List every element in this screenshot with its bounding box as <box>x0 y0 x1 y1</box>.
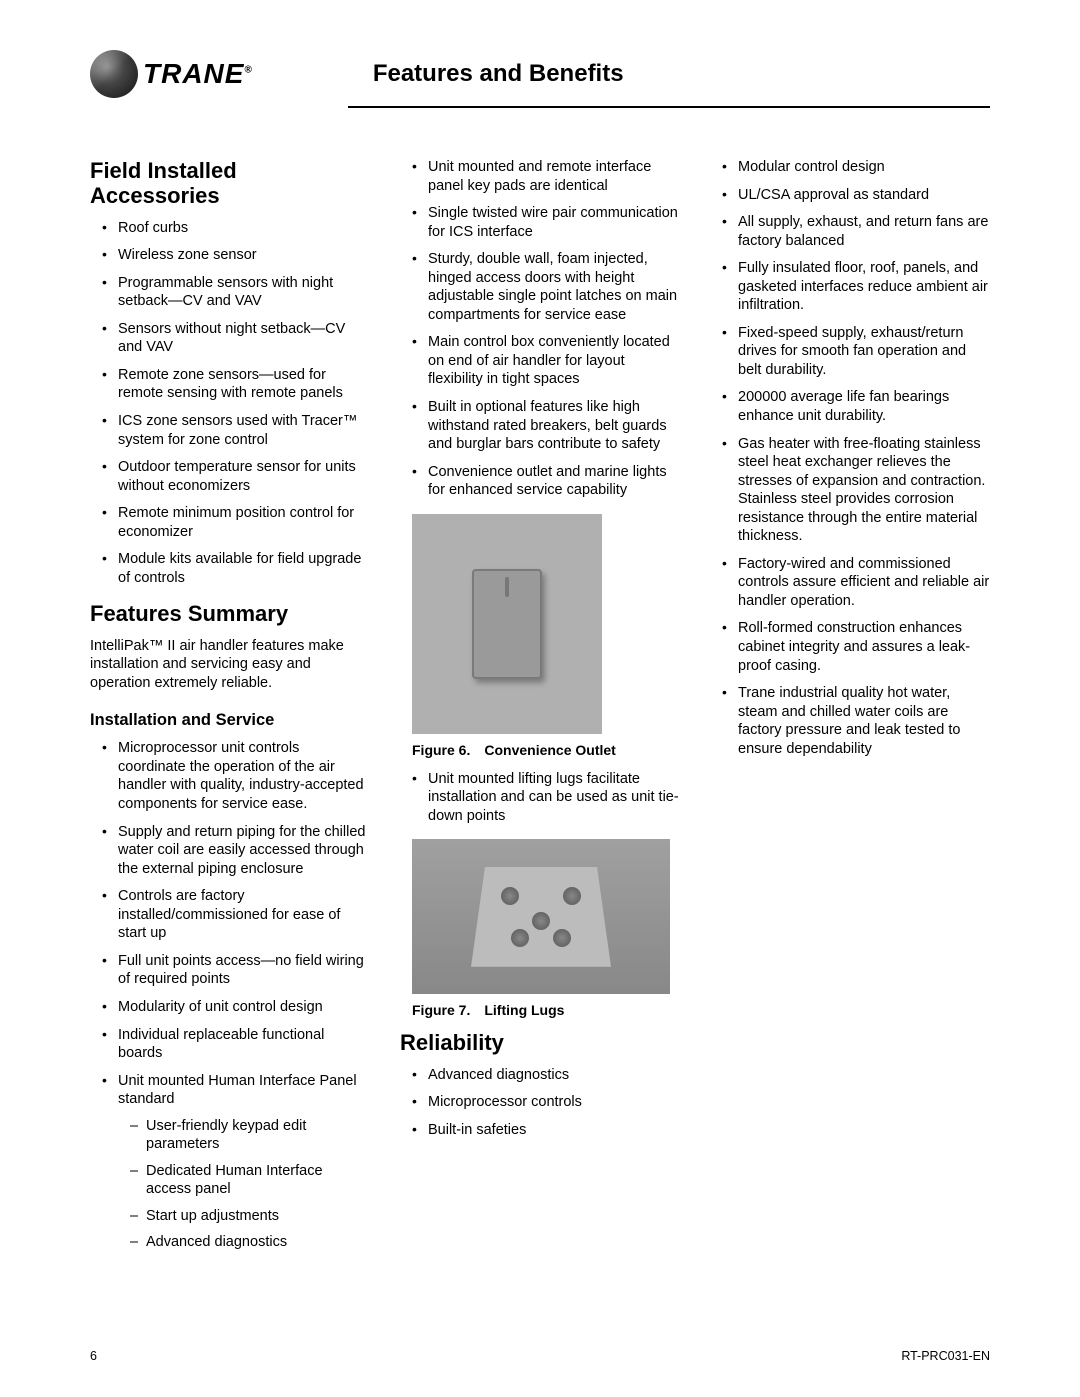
list-item: Microprocessor unit controls coordinate … <box>90 739 370 813</box>
list-item: Built in optional features like high wit… <box>400 398 680 454</box>
list-item: Trane industrial quality hot water, stea… <box>710 684 990 758</box>
list-item: Fixed-speed supply, exhaust/return drive… <box>710 324 990 380</box>
list-item: Gas heater with free-floating stainless … <box>710 435 990 546</box>
list-item: Built-in safeties <box>400 1121 680 1140</box>
heading-field-installed: Field Installed Accessories <box>90 158 370 209</box>
figure-number: Figure 6. <box>412 742 470 758</box>
list-item: ICS zone sensors used with Tracer™ syste… <box>90 412 370 449</box>
sub-list-item: Advanced diagnostics <box>118 1233 370 1252</box>
list-item: Unit mounted and remote interface panel … <box>400 158 680 195</box>
heading-installation-service: Installation and Service <box>90 710 370 731</box>
column-3: Modular control design UL/CSA approval a… <box>710 158 990 1266</box>
col3-list: Modular control design UL/CSA approval a… <box>710 158 990 758</box>
list-item: Supply and return piping for the chilled… <box>90 823 370 879</box>
list-item: Sturdy, double wall, foam injected, hing… <box>400 250 680 324</box>
list-item: Modular control design <box>710 158 990 177</box>
accessories-list: Roof curbs Wireless zone sensor Programm… <box>90 219 370 588</box>
list-item: Outdoor temperature sensor for units wit… <box>90 458 370 495</box>
sub-list-item: Start up adjustments <box>118 1207 370 1226</box>
col2-top-list: Unit mounted and remote interface panel … <box>400 158 680 500</box>
figure-label: Convenience Outlet <box>484 742 615 758</box>
heading-reliability: Reliability <box>400 1030 680 1055</box>
list-item: Remote minimum position control for econ… <box>90 504 370 541</box>
list-item: Single twisted wire pair communication f… <box>400 204 680 241</box>
features-intro: IntelliPak™ II air handler features make… <box>90 637 370 693</box>
document-id: RT-PRC031-EN <box>901 1349 990 1363</box>
figure-7-image <box>412 839 670 994</box>
list-item: Unit mounted lifting lugs facilitate ins… <box>400 770 680 826</box>
heading-features-summary: Features Summary <box>90 601 370 626</box>
list-item: 200000 average life fan bearings enhance… <box>710 388 990 425</box>
list-item: Roof curbs <box>90 219 370 238</box>
list-item: All supply, exhaust, and return fans are… <box>710 213 990 250</box>
list-item: Unit mounted Human Interface Panel stand… <box>90 1072 370 1252</box>
column-2: Unit mounted and remote interface panel … <box>400 158 680 1266</box>
logo-globe-icon <box>90 50 138 98</box>
list-item: Advanced diagnostics <box>400 1066 680 1085</box>
list-item: Factory-wired and commissioned controls … <box>710 555 990 611</box>
sub-list-item: Dedicated Human Interface access panel <box>118 1162 370 1199</box>
lifting-lug-icon <box>471 867 611 967</box>
list-item: Main control box conveniently located on… <box>400 333 680 389</box>
install-list: Microprocessor unit controls coordinate … <box>90 739 370 1252</box>
sub-list-item: User-friendly keypad edit parameters <box>118 1117 370 1154</box>
brand-name: TRANE® <box>143 58 253 90</box>
list-item: Modularity of unit control design <box>90 998 370 1017</box>
list-item: Remote zone sensors—used for remote sens… <box>90 366 370 403</box>
list-item: Microprocessor controls <box>400 1093 680 1112</box>
list-item: Controls are factory installed/commissio… <box>90 887 370 943</box>
list-item-text: Unit mounted Human Interface Panel stand… <box>118 1073 357 1108</box>
list-item: Individual replaceable functional boards <box>90 1026 370 1063</box>
figure-6-image <box>412 514 602 734</box>
list-item: Sensors without night setback—CV and VAV <box>90 320 370 357</box>
list-item: Full unit points access—no field wiring … <box>90 952 370 989</box>
list-item: UL/CSA approval as standard <box>710 186 990 205</box>
header-rule <box>348 106 990 108</box>
column-1: Field Installed Accessories Roof curbs W… <box>90 158 370 1266</box>
list-item: Wireless zone sensor <box>90 246 370 265</box>
content-columns: Field Installed Accessories Roof curbs W… <box>90 158 990 1266</box>
figure-label: Lifting Lugs <box>484 1002 564 1018</box>
list-item: Roll-formed construction enhances cabine… <box>710 619 990 675</box>
page-title: Features and Benefits <box>373 60 624 88</box>
figure-6-caption: Figure 6. Convenience Outlet <box>412 742 680 760</box>
brand-logo: TRANE® <box>90 50 253 98</box>
sub-list: User-friendly keypad edit parameters Ded… <box>118 1117 370 1252</box>
col2-mid-list: Unit mounted lifting lugs facilitate ins… <box>400 770 680 826</box>
list-item: Programmable sensors with night setback—… <box>90 274 370 311</box>
page-footer: 6 RT-PRC031-EN <box>90 1349 990 1363</box>
list-item: Module kits available for field upgrade … <box>90 550 370 587</box>
list-item: Fully insulated floor, roof, panels, and… <box>710 259 990 315</box>
list-item: Convenience outlet and marine lights for… <box>400 463 680 500</box>
convenience-outlet-icon <box>472 569 542 679</box>
figure-number: Figure 7. <box>412 1002 470 1018</box>
page-header: TRANE® Features and Benefits <box>90 50 990 98</box>
reliability-list: Advanced diagnostics Microprocessor cont… <box>400 1066 680 1140</box>
figure-7-caption: Figure 7. Lifting Lugs <box>412 1002 680 1020</box>
page-number: 6 <box>90 1349 97 1363</box>
